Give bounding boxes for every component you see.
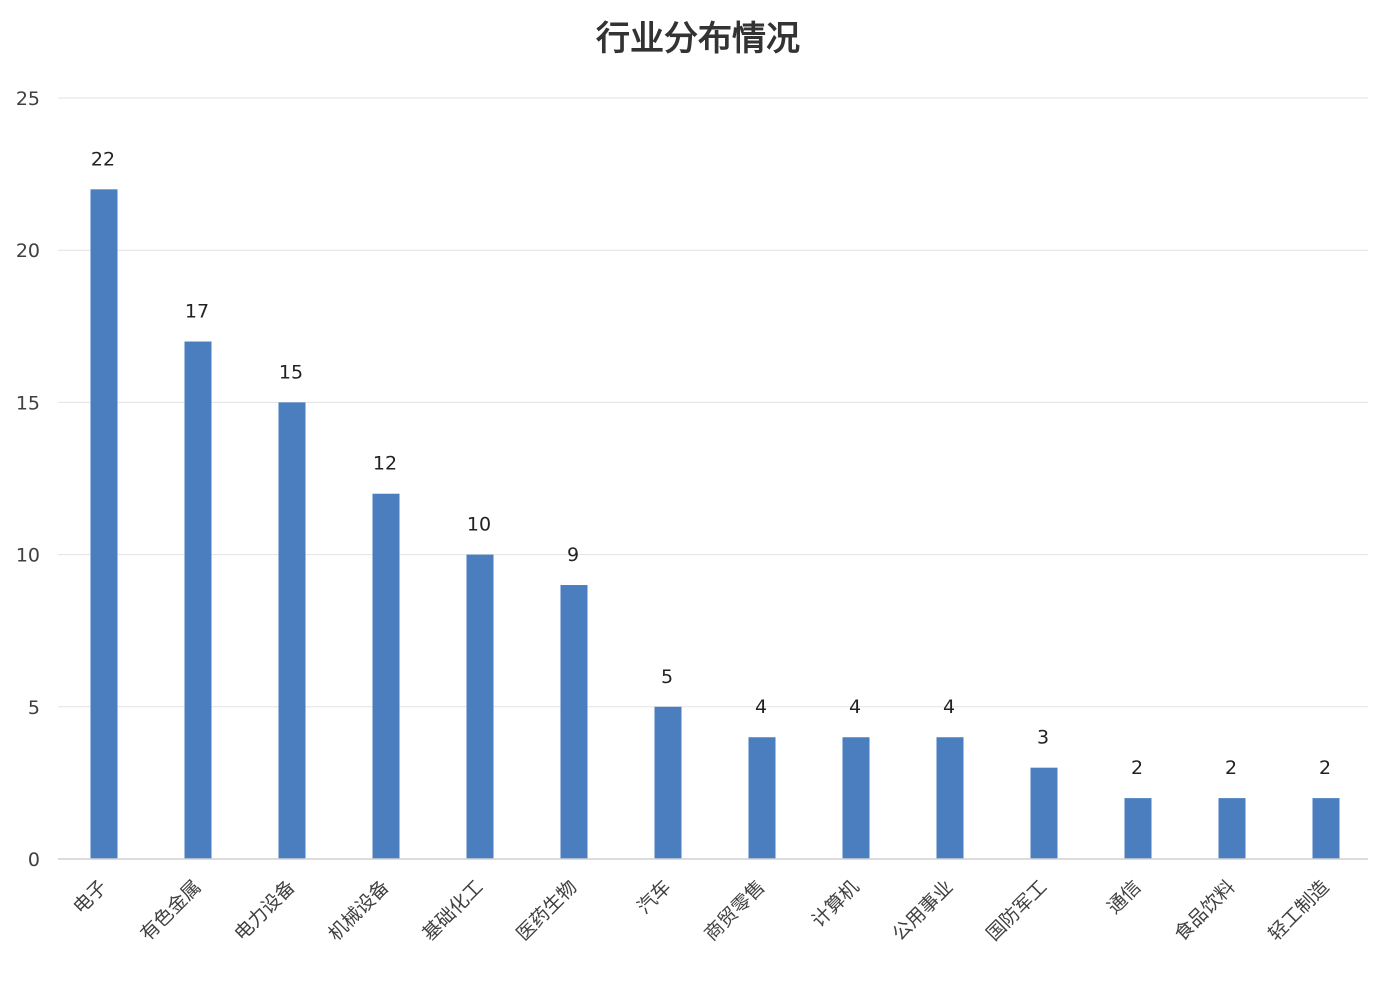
- y-tick-label: 25: [16, 88, 40, 110]
- data-label: 3: [1037, 727, 1049, 749]
- bars: [90, 189, 1340, 859]
- x-tick-label: 通信: [1103, 876, 1145, 918]
- data-label: 17: [185, 301, 209, 323]
- bar: [278, 402, 306, 859]
- x-tick-label: 医药生物: [512, 876, 581, 945]
- x-tick-label: 机械设备: [324, 876, 393, 945]
- bar: [1030, 767, 1058, 859]
- chart-title: 行业分布情况: [596, 19, 800, 59]
- x-axis: 电子 有色金属 电力设备 机械设备 基础化工 医药生物 汽车 商贸零售 计算机 公用事业 国防军工 通…: [69, 876, 1333, 945]
- watermark-text: 格隆汇: [1316, 949, 1382, 975]
- x-tick-label: 食品饮料: [1170, 876, 1239, 945]
- data-label: 4: [755, 696, 767, 718]
- gridlines: [58, 97, 1368, 708]
- data-label: 9: [567, 544, 579, 566]
- data-label: 2: [1225, 757, 1237, 779]
- data-label: 4: [849, 696, 861, 718]
- bar: [1218, 798, 1246, 859]
- x-tick-label: 电力设备: [230, 876, 299, 945]
- bar: [1124, 798, 1152, 859]
- y-tick-label: 20: [16, 240, 40, 262]
- bar: [1312, 798, 1340, 859]
- data-label: 10: [467, 514, 491, 536]
- bar: [654, 706, 682, 859]
- bar: [842, 737, 870, 859]
- bar: [184, 341, 212, 859]
- x-tick-label: 基础化工: [418, 876, 487, 945]
- x-tick-label: 汽车: [633, 876, 675, 918]
- data-label: 22: [91, 148, 115, 170]
- x-tick-label: 轻工制造: [1264, 876, 1333, 945]
- y-tick-label: 10: [16, 545, 40, 567]
- bar: [466, 554, 494, 859]
- data-label: 4: [943, 696, 955, 718]
- x-tick-label: 商贸零售: [700, 876, 769, 945]
- bar: [936, 737, 964, 859]
- y-tick-label: 15: [16, 392, 40, 414]
- bar: [90, 189, 118, 859]
- x-tick-label: 计算机: [808, 876, 864, 932]
- y-tick-label: 5: [28, 697, 40, 719]
- x-tick-label: 国防军工: [982, 876, 1051, 945]
- glh-logo-icon: [1282, 946, 1312, 974]
- data-label: 5: [661, 666, 673, 688]
- y-tick-label: 0: [28, 849, 40, 871]
- x-tick-label: 公用事业: [888, 876, 957, 945]
- bar: [748, 737, 776, 859]
- x-tick-label: 有色金属: [136, 876, 205, 945]
- data-label: 2: [1319, 757, 1331, 779]
- watermark: 格隆汇: [1282, 946, 1382, 975]
- data-label: 15: [279, 361, 303, 383]
- data-label: 12: [373, 453, 397, 475]
- x-tick-label: 电子: [69, 876, 111, 918]
- bar: [560, 585, 588, 859]
- data-label: 2: [1131, 757, 1143, 779]
- y-axis: 0 5 10 15 20 25: [16, 88, 40, 871]
- bar: [372, 493, 400, 859]
